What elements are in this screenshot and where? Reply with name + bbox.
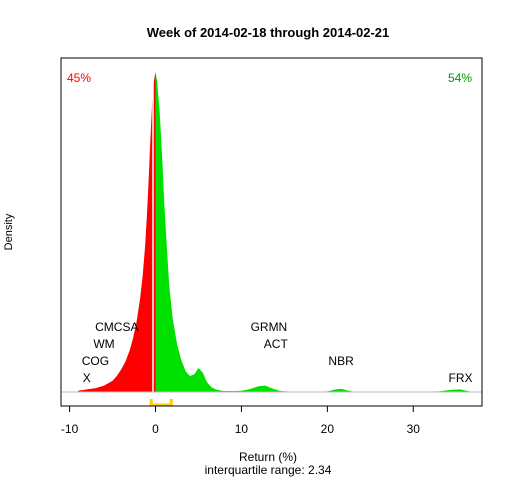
y-axis-label: Density <box>3 213 15 250</box>
subtitle: interquartile range: 2.34 <box>205 463 332 477</box>
x-tick-label: 0 <box>152 422 159 436</box>
stock-label: X <box>83 371 91 385</box>
plot-frame <box>60 57 483 407</box>
stock-label: ACT <box>264 337 289 351</box>
stock-label: CMCSA <box>95 320 138 334</box>
x-tick-label: -10 <box>61 422 79 436</box>
x-tick-label: 30 <box>407 422 421 436</box>
x-axis-label: Return (%) <box>239 450 297 464</box>
percent-below-label: 45% <box>67 71 91 85</box>
stock-label: COG <box>82 354 109 368</box>
interquartile-bracket <box>149 399 173 407</box>
stock-label: WM <box>93 337 114 351</box>
density-area-positive <box>155 72 478 392</box>
x-tick-label: 10 <box>235 422 249 436</box>
chart-title: Week of 2014-02-18 through 2014-02-21 <box>147 25 390 40</box>
x-tick-label: 20 <box>321 422 335 436</box>
density-area-negative <box>78 72 156 392</box>
stock-label: NBR <box>328 354 354 368</box>
percent-above-label: 54% <box>448 71 472 85</box>
stock-label: FRX <box>449 371 473 385</box>
x-axis: -10 0 10 20 30 <box>61 405 421 436</box>
plot-area: CMCSA WM COG X GRMN ACT NBR FRX 45% 54% <box>60 57 483 407</box>
stock-label: GRMN <box>251 320 288 334</box>
